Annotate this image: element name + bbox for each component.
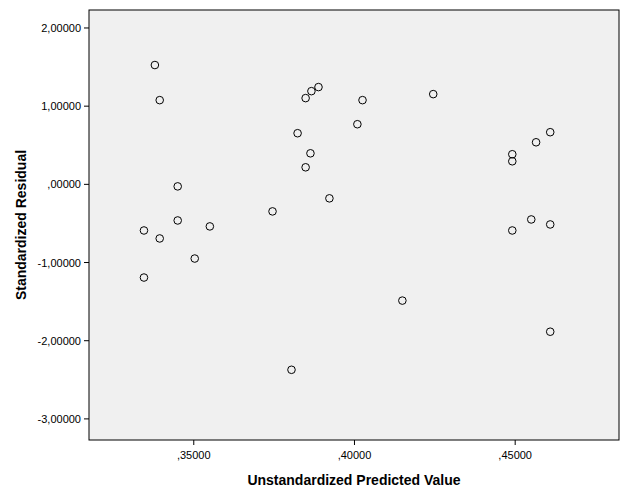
x-axis-label: Unstandardized Predicted Value (247, 472, 460, 488)
x-tick (354, 440, 355, 445)
y-tick-label: ,00000 (47, 178, 81, 190)
y-tick (84, 262, 89, 263)
point (527, 216, 535, 224)
point (508, 157, 516, 165)
point (326, 195, 334, 203)
point (508, 150, 516, 158)
point (269, 208, 277, 216)
y-tick-label: -1,00000 (38, 257, 81, 269)
y-tick (84, 184, 89, 185)
point (156, 96, 164, 104)
point (546, 221, 554, 229)
point (288, 366, 296, 374)
x-tick (515, 440, 516, 445)
point (315, 83, 323, 91)
y-tick-label: 1,00000 (41, 100, 81, 112)
point (174, 217, 182, 225)
point (140, 274, 148, 282)
point (508, 227, 516, 235)
point (140, 227, 148, 235)
point (151, 61, 159, 69)
point (546, 328, 554, 336)
x-tick (193, 440, 194, 445)
y-tick (84, 418, 89, 419)
y-tick-label: 2,00000 (41, 22, 81, 34)
point (307, 150, 315, 158)
chart: -3,00000 -2,00000 -1,00000 ,00000 1,00000 2,0… (0, 0, 626, 501)
points (140, 61, 554, 373)
y-tick (84, 27, 89, 28)
plot-background (89, 10, 619, 440)
point (174, 183, 182, 191)
x-tick-label: ,40000 (338, 449, 372, 461)
point (206, 223, 214, 231)
x-tick-label: ,45000 (498, 449, 532, 461)
point (359, 96, 367, 104)
point (302, 164, 310, 172)
y-tick (84, 106, 89, 107)
y-tick (84, 340, 89, 341)
point (399, 297, 407, 305)
point (294, 129, 302, 137)
plot-frame (89, 10, 619, 440)
y-tick-label: -2,00000 (38, 335, 81, 347)
x-tick-label: ,35000 (177, 449, 211, 461)
point (354, 120, 362, 128)
point (191, 255, 199, 263)
y-axis-label: Standardized Residual (13, 150, 29, 300)
point (429, 90, 437, 98)
point (546, 128, 554, 136)
y-tick-label: -3,00000 (38, 413, 81, 425)
point (532, 138, 540, 146)
point (308, 87, 316, 95)
point (302, 94, 310, 102)
point (156, 235, 164, 243)
